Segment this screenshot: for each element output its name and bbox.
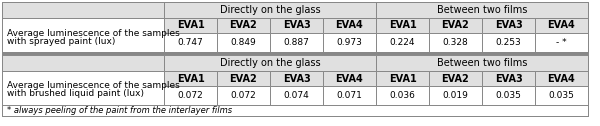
Text: EVA2: EVA2	[442, 21, 469, 30]
Text: 0.074: 0.074	[284, 91, 310, 100]
Bar	[164, 55, 376, 71]
Bar	[270, 18, 323, 33]
Bar	[2, 105, 588, 116]
Text: EVA3: EVA3	[283, 73, 310, 84]
Bar	[2, 71, 164, 105]
Bar	[2, 55, 164, 71]
Text: - *: - *	[556, 38, 567, 47]
Bar	[376, 18, 429, 33]
Bar	[164, 33, 217, 52]
Text: with brushed liquid paint (lux): with brushed liquid paint (lux)	[7, 89, 144, 99]
Text: EVA4: EVA4	[335, 73, 364, 84]
Text: 0.035: 0.035	[496, 91, 521, 100]
Text: 0.253: 0.253	[496, 38, 521, 47]
Text: EVA1: EVA1	[389, 73, 416, 84]
Text: EVA1: EVA1	[176, 73, 205, 84]
Text: 0.036: 0.036	[389, 91, 415, 100]
Bar	[323, 86, 376, 105]
Bar	[535, 33, 588, 52]
Bar	[270, 86, 323, 105]
Text: Average luminescence of the samples: Average luminescence of the samples	[7, 82, 180, 90]
Text: EVA3: EVA3	[494, 21, 523, 30]
Text: Between two films: Between two films	[437, 58, 527, 68]
Bar	[2, 18, 164, 52]
Bar	[535, 18, 588, 33]
Text: EVA1: EVA1	[176, 21, 205, 30]
Bar	[429, 18, 482, 33]
Text: 0.072: 0.072	[230, 91, 256, 100]
Text: 0.224: 0.224	[390, 38, 415, 47]
Text: 0.019: 0.019	[443, 91, 469, 100]
Bar	[429, 33, 482, 52]
Text: EVA2: EVA2	[442, 73, 469, 84]
Text: EVA2: EVA2	[230, 21, 257, 30]
Bar	[270, 33, 323, 52]
Text: EVA4: EVA4	[335, 21, 364, 30]
Bar	[164, 2, 376, 18]
Text: EVA3: EVA3	[494, 73, 523, 84]
Bar	[217, 86, 270, 105]
Bar	[482, 18, 535, 33]
Text: 0.849: 0.849	[230, 38, 256, 47]
Text: 0.747: 0.747	[178, 38, 203, 47]
Bar	[482, 33, 535, 52]
Text: EVA1: EVA1	[389, 21, 416, 30]
Text: 0.072: 0.072	[178, 91, 203, 100]
Text: * always peeling of the paint from the interlayer films: * always peeling of the paint from the i…	[7, 106, 232, 115]
Text: with sprayed paint (lux): with sprayed paint (lux)	[7, 37, 115, 45]
Bar	[482, 86, 535, 105]
Text: 0.071: 0.071	[337, 91, 362, 100]
Bar	[429, 71, 482, 86]
Text: Directly on the glass: Directly on the glass	[220, 58, 320, 68]
Bar	[376, 86, 429, 105]
Text: Average luminescence of the samples: Average luminescence of the samples	[7, 28, 180, 38]
Bar	[376, 55, 588, 71]
Bar	[376, 33, 429, 52]
Bar	[164, 71, 217, 86]
Bar	[217, 33, 270, 52]
Text: Between two films: Between two films	[437, 5, 527, 15]
Bar	[376, 2, 588, 18]
Text: 0.035: 0.035	[548, 91, 574, 100]
Bar	[2, 2, 164, 18]
Text: EVA3: EVA3	[283, 21, 310, 30]
Bar	[429, 86, 482, 105]
Bar	[323, 33, 376, 52]
Bar	[323, 18, 376, 33]
Text: 0.887: 0.887	[284, 38, 310, 47]
Bar	[2, 52, 588, 55]
Text: 0.328: 0.328	[443, 38, 469, 47]
Text: 0.973: 0.973	[337, 38, 362, 47]
Text: Directly on the glass: Directly on the glass	[220, 5, 320, 15]
Text: EVA4: EVA4	[548, 73, 575, 84]
Bar	[482, 71, 535, 86]
Bar	[217, 71, 270, 86]
Bar	[164, 86, 217, 105]
Bar	[535, 86, 588, 105]
Bar	[376, 71, 429, 86]
Bar	[164, 18, 217, 33]
Text: EVA4: EVA4	[548, 21, 575, 30]
Bar	[270, 71, 323, 86]
Bar	[217, 18, 270, 33]
Text: EVA2: EVA2	[230, 73, 257, 84]
Bar	[535, 71, 588, 86]
Bar	[323, 71, 376, 86]
